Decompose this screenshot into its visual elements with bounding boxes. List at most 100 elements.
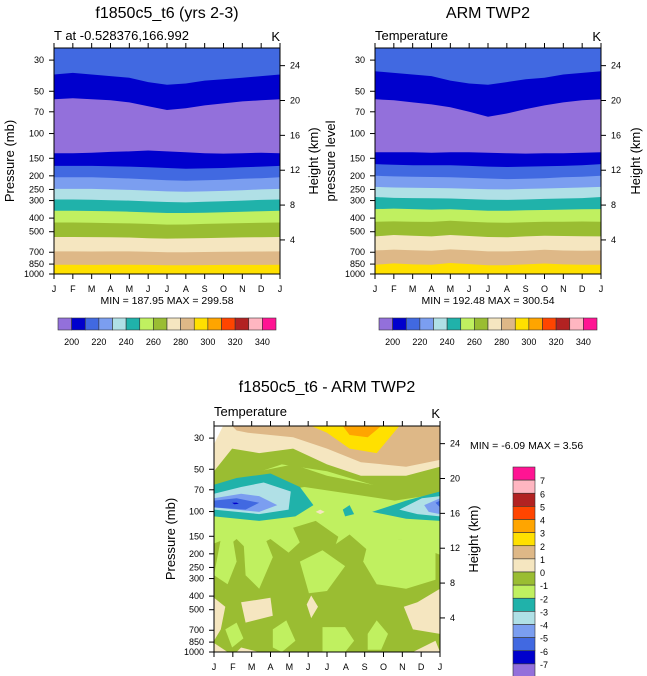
- y-tick-label: 200: [189, 549, 204, 559]
- colorbar-swatch: [125, 317, 141, 331]
- colorbar-swatch: [446, 317, 462, 331]
- colorbar-label: 220: [91, 337, 106, 347]
- y-right-tick-label: 4: [450, 613, 455, 623]
- contour-region: [293, 520, 339, 558]
- y-tick-label: 150: [189, 531, 204, 541]
- colorbar-swatch: [512, 624, 536, 638]
- colorbar-swatch: [262, 317, 277, 331]
- colorbar-swatch: [512, 611, 536, 625]
- y-tick-label: 30: [194, 433, 204, 443]
- y-tick-label: 250: [189, 562, 204, 572]
- colorbar-swatch: [512, 466, 536, 481]
- y-axis-label: Pressure (mb): [2, 120, 17, 202]
- x-tick-label: M: [286, 662, 294, 672]
- x-tick-label: J: [278, 284, 283, 294]
- colorbar-swatch: [512, 492, 536, 507]
- colorbar-label: 320: [228, 337, 243, 347]
- colorbar-swatch: [71, 317, 86, 331]
- colorbar-swatch: [542, 317, 557, 331]
- y-right-tick-label: 16: [290, 130, 300, 140]
- colorbar-swatch: [180, 317, 195, 331]
- colorbar-label: 280: [173, 337, 188, 347]
- x-tick-label: J: [438, 662, 443, 672]
- y-tick-label: 70: [355, 107, 365, 117]
- contour-region: [315, 509, 325, 515]
- y-right-tick-label: 12: [290, 165, 300, 175]
- x-tick-label: D: [258, 284, 265, 294]
- y-axis-label: pressure level: [323, 120, 338, 201]
- contour-region: [342, 426, 382, 438]
- y-tick-label: 700: [350, 247, 365, 257]
- y-tick-label: 50: [34, 86, 44, 96]
- y-tick-label: 400: [29, 213, 44, 223]
- colorbar-swatch: [153, 317, 168, 331]
- y-tick-label: 400: [189, 591, 204, 601]
- colorbar-swatch: [569, 317, 584, 331]
- contour-fills: [54, 48, 280, 274]
- contour-region: [232, 502, 239, 505]
- colorbar-swatch: [512, 506, 536, 520]
- colorbar-label: 340: [576, 337, 591, 347]
- y-axis-right-label: Height (km): [466, 505, 481, 572]
- y-right-tick-label: 16: [611, 130, 621, 140]
- y-tick-label: 30: [34, 55, 44, 65]
- colorbar-swatch: [460, 317, 475, 331]
- y-tick-label: 70: [194, 485, 204, 495]
- min-max-text: MIN = -6.09 MAX = 3.56: [470, 440, 583, 452]
- contour-region: [214, 534, 237, 585]
- x-tick-label: M: [248, 662, 256, 672]
- colorbar-swatch: [221, 317, 236, 331]
- x-tick-label: S: [202, 284, 208, 294]
- y-right-tick-label: 24: [450, 439, 460, 449]
- colorbar-label: 260: [146, 337, 161, 347]
- x-tick-label: S: [523, 284, 529, 294]
- y-tick-label: 100: [350, 129, 365, 139]
- colorbar-label: 300: [521, 337, 536, 347]
- y-tick-label: 200: [29, 171, 44, 181]
- colorbar-label: 280: [494, 337, 509, 347]
- y-axis-label: Pressure (mb): [163, 498, 178, 580]
- colorbar-swatch: [512, 637, 536, 652]
- colorbar-swatch: [512, 663, 536, 676]
- x-tick-label: J: [325, 662, 330, 672]
- contour-plot: J F M A M J J A S O N D J 30 50 70 100 150 200 250 300 400 500…: [24, 43, 300, 294]
- contour-region: [363, 539, 436, 589]
- colorbar-swatch: [512, 584, 536, 599]
- contour-region: [367, 620, 388, 650]
- y-tick-label: 100: [189, 507, 204, 517]
- colorbar-label: 300: [200, 337, 215, 347]
- colorbar-swatch: [84, 317, 100, 331]
- colorbar-swatch: [248, 317, 263, 331]
- y-tick-label: 300: [29, 196, 44, 206]
- panel-title: ARM TWP2: [446, 5, 530, 22]
- y-tick-label: 850: [189, 637, 204, 647]
- colorbar-label: -2: [540, 594, 548, 604]
- colorbar-swatch: [512, 545, 536, 560]
- y-axis-right-label: Height (km): [628, 127, 643, 194]
- y-tick-label: 30: [355, 55, 365, 65]
- contour-plot: J F M A M J J A S O N D J 30 50 70 100 150 200 250 300 400 500…: [184, 421, 460, 672]
- colorbar-swatch: [139, 317, 154, 331]
- contour-region: [214, 498, 260, 510]
- y-tick-label: 850: [29, 259, 44, 269]
- y-tick-label: 1000: [345, 269, 365, 279]
- colorbar-swatch: [528, 317, 543, 331]
- colorbar-label: -4: [540, 621, 548, 631]
- colorbar-swatch: [512, 532, 536, 547]
- colorbar-swatch: [512, 479, 536, 494]
- x-tick-label: S: [362, 662, 368, 672]
- colorbar-swatch: [512, 558, 536, 573]
- colorbar-swatch: [419, 317, 434, 331]
- contour-region: [403, 588, 440, 634]
- y-right-tick-label: 20: [290, 96, 300, 106]
- colorbar-swatch: [512, 650, 536, 665]
- x-tick-label: A: [183, 284, 189, 294]
- colorbar-swatch: [207, 317, 222, 331]
- y-tick-label: 50: [355, 86, 365, 96]
- y-tick-label: 1000: [184, 647, 204, 657]
- contour-band: [54, 264, 280, 274]
- colorbar-label: 1: [540, 555, 545, 565]
- panel-left-label: Temperature: [375, 28, 448, 43]
- panel-observation: ARM TWP2 Temperature K J F M A M J J A S O N D J 30 50…: [323, 5, 643, 347]
